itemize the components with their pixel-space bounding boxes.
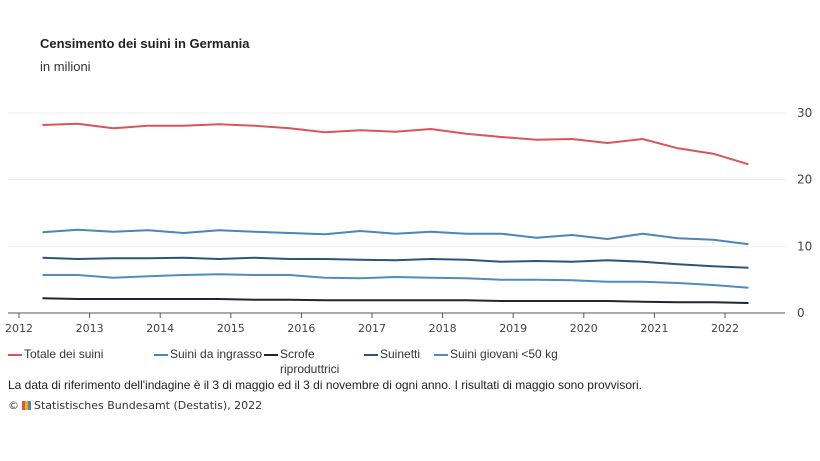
x-tick-label: 2016	[287, 322, 315, 335]
legend-label: Suinetti	[380, 347, 421, 361]
legend-item-suinetti[interactable]: Suinetti	[364, 347, 420, 361]
copyright-symbol: ©	[8, 399, 19, 412]
y-tick-label: 20	[797, 173, 812, 187]
legend-item-scrofe[interactable]: Scrofe riproduttrici	[264, 347, 350, 377]
y-tick-label: 0	[797, 306, 805, 320]
legend-swatch	[364, 354, 378, 356]
x-tick-label: 2021	[640, 322, 668, 335]
series-line-suinetti	[42, 256, 749, 269]
x-tick-label: 2020	[570, 322, 598, 335]
y-tick-label: 10	[797, 239, 812, 253]
series-line-totale-dei-suini	[42, 122, 749, 166]
source-text: Statistisches Bundesamt (Destatis), 2022	[34, 399, 263, 412]
legend-label: Totale dei suini	[24, 347, 104, 361]
chart-subtitle: in milioni	[40, 59, 91, 74]
x-tick-label: 2013	[76, 322, 104, 335]
series-line-suini-da-ingrasso	[42, 228, 749, 246]
x-tick-label: 2019	[499, 322, 527, 335]
x-tick-label: 2018	[429, 322, 457, 335]
x-tick-label: 2017	[358, 322, 386, 335]
x-tick-label: 2014	[146, 322, 174, 335]
legend-swatch	[434, 354, 448, 356]
destatis-logo-icon	[22, 401, 31, 410]
x-tick-label: 2015	[217, 322, 245, 335]
footnote: La data di riferimento dell'indagine è i…	[8, 378, 642, 392]
legend-swatch	[154, 354, 168, 356]
x-tick-label: 2022	[711, 322, 739, 335]
y-tick-label: 30	[797, 106, 812, 120]
source: © Statistisches Bundesamt (Destatis), 202…	[8, 399, 262, 412]
line-chart: 0 10 20 30 2012 2013 2014 2015 2016 2017 2018 2019 2…	[5, 106, 812, 335]
legend-item-ingrasso[interactable]: Suini da ingrasso	[154, 347, 262, 361]
chart-title: Censimento dei suini in Germania	[40, 36, 250, 51]
legend-item-giovani[interactable]: Suini giovani <50 kg	[434, 347, 558, 361]
series-line-suini-giovani-50-kg	[42, 273, 749, 289]
legend-label: Scrofe riproduttrici	[280, 347, 340, 376]
legend-label: Suini giovani <50 kg	[450, 347, 558, 361]
series-line-scrofe-riproduttrici	[42, 297, 749, 304]
legend-swatch	[8, 354, 22, 356]
legend-item-totale[interactable]: Totale dei suini	[8, 347, 103, 361]
legend-label: Suini da ingrasso	[170, 347, 263, 361]
legend-swatch	[264, 354, 278, 356]
x-tick-label: 2012	[5, 322, 33, 335]
